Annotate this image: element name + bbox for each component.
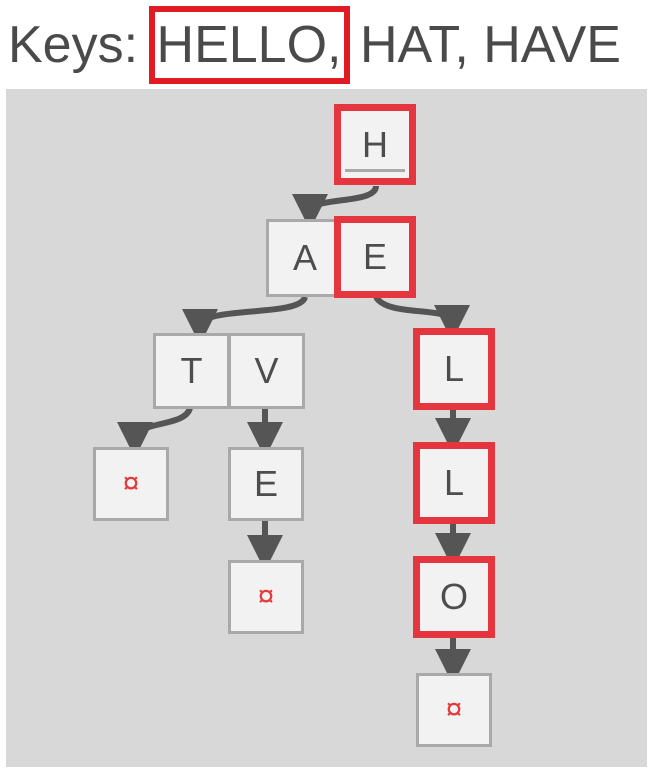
trie-diagram-panel — [6, 89, 647, 767]
trie-node-h: H — [334, 104, 416, 185]
highlighted-key-hello: HELLO, — [148, 6, 350, 84]
node-letter: L — [443, 348, 465, 389]
terminator-symbol: ¤ — [257, 580, 275, 613]
trie-node-a: A — [266, 219, 344, 297]
trie-node-t: T — [153, 333, 230, 409]
node-underline — [345, 169, 405, 172]
slide-title: Keys: HELLO, HAT, HAVE — [8, 6, 621, 84]
terminator-node-hat: ¤ — [93, 447, 169, 521]
terminator-symbol: ¤ — [445, 693, 463, 726]
trie-node-v-e: E — [228, 447, 304, 521]
node-letter: A — [292, 237, 317, 278]
node-letter: V — [254, 350, 279, 391]
trie-node-e: E — [334, 216, 416, 298]
terminator-node-hello: ¤ — [416, 673, 492, 747]
node-letter: E — [362, 236, 387, 277]
keys-label: Keys: — [8, 16, 139, 74]
node-letter: H — [362, 123, 388, 165]
terminator-symbol: ¤ — [122, 467, 140, 500]
node-letter: E — [253, 463, 278, 504]
node-letter: T — [180, 350, 203, 391]
trie-node-o: O — [413, 556, 495, 638]
trie-node-l2: L — [413, 442, 495, 524]
node-letter: O — [439, 576, 468, 617]
trie-node-v: V — [228, 333, 305, 409]
remaining-keys: HAT, HAVE — [359, 16, 621, 74]
terminator-node-have: ¤ — [228, 560, 304, 634]
node-letter: L — [443, 462, 465, 503]
trie-node-l1: L — [413, 328, 495, 410]
